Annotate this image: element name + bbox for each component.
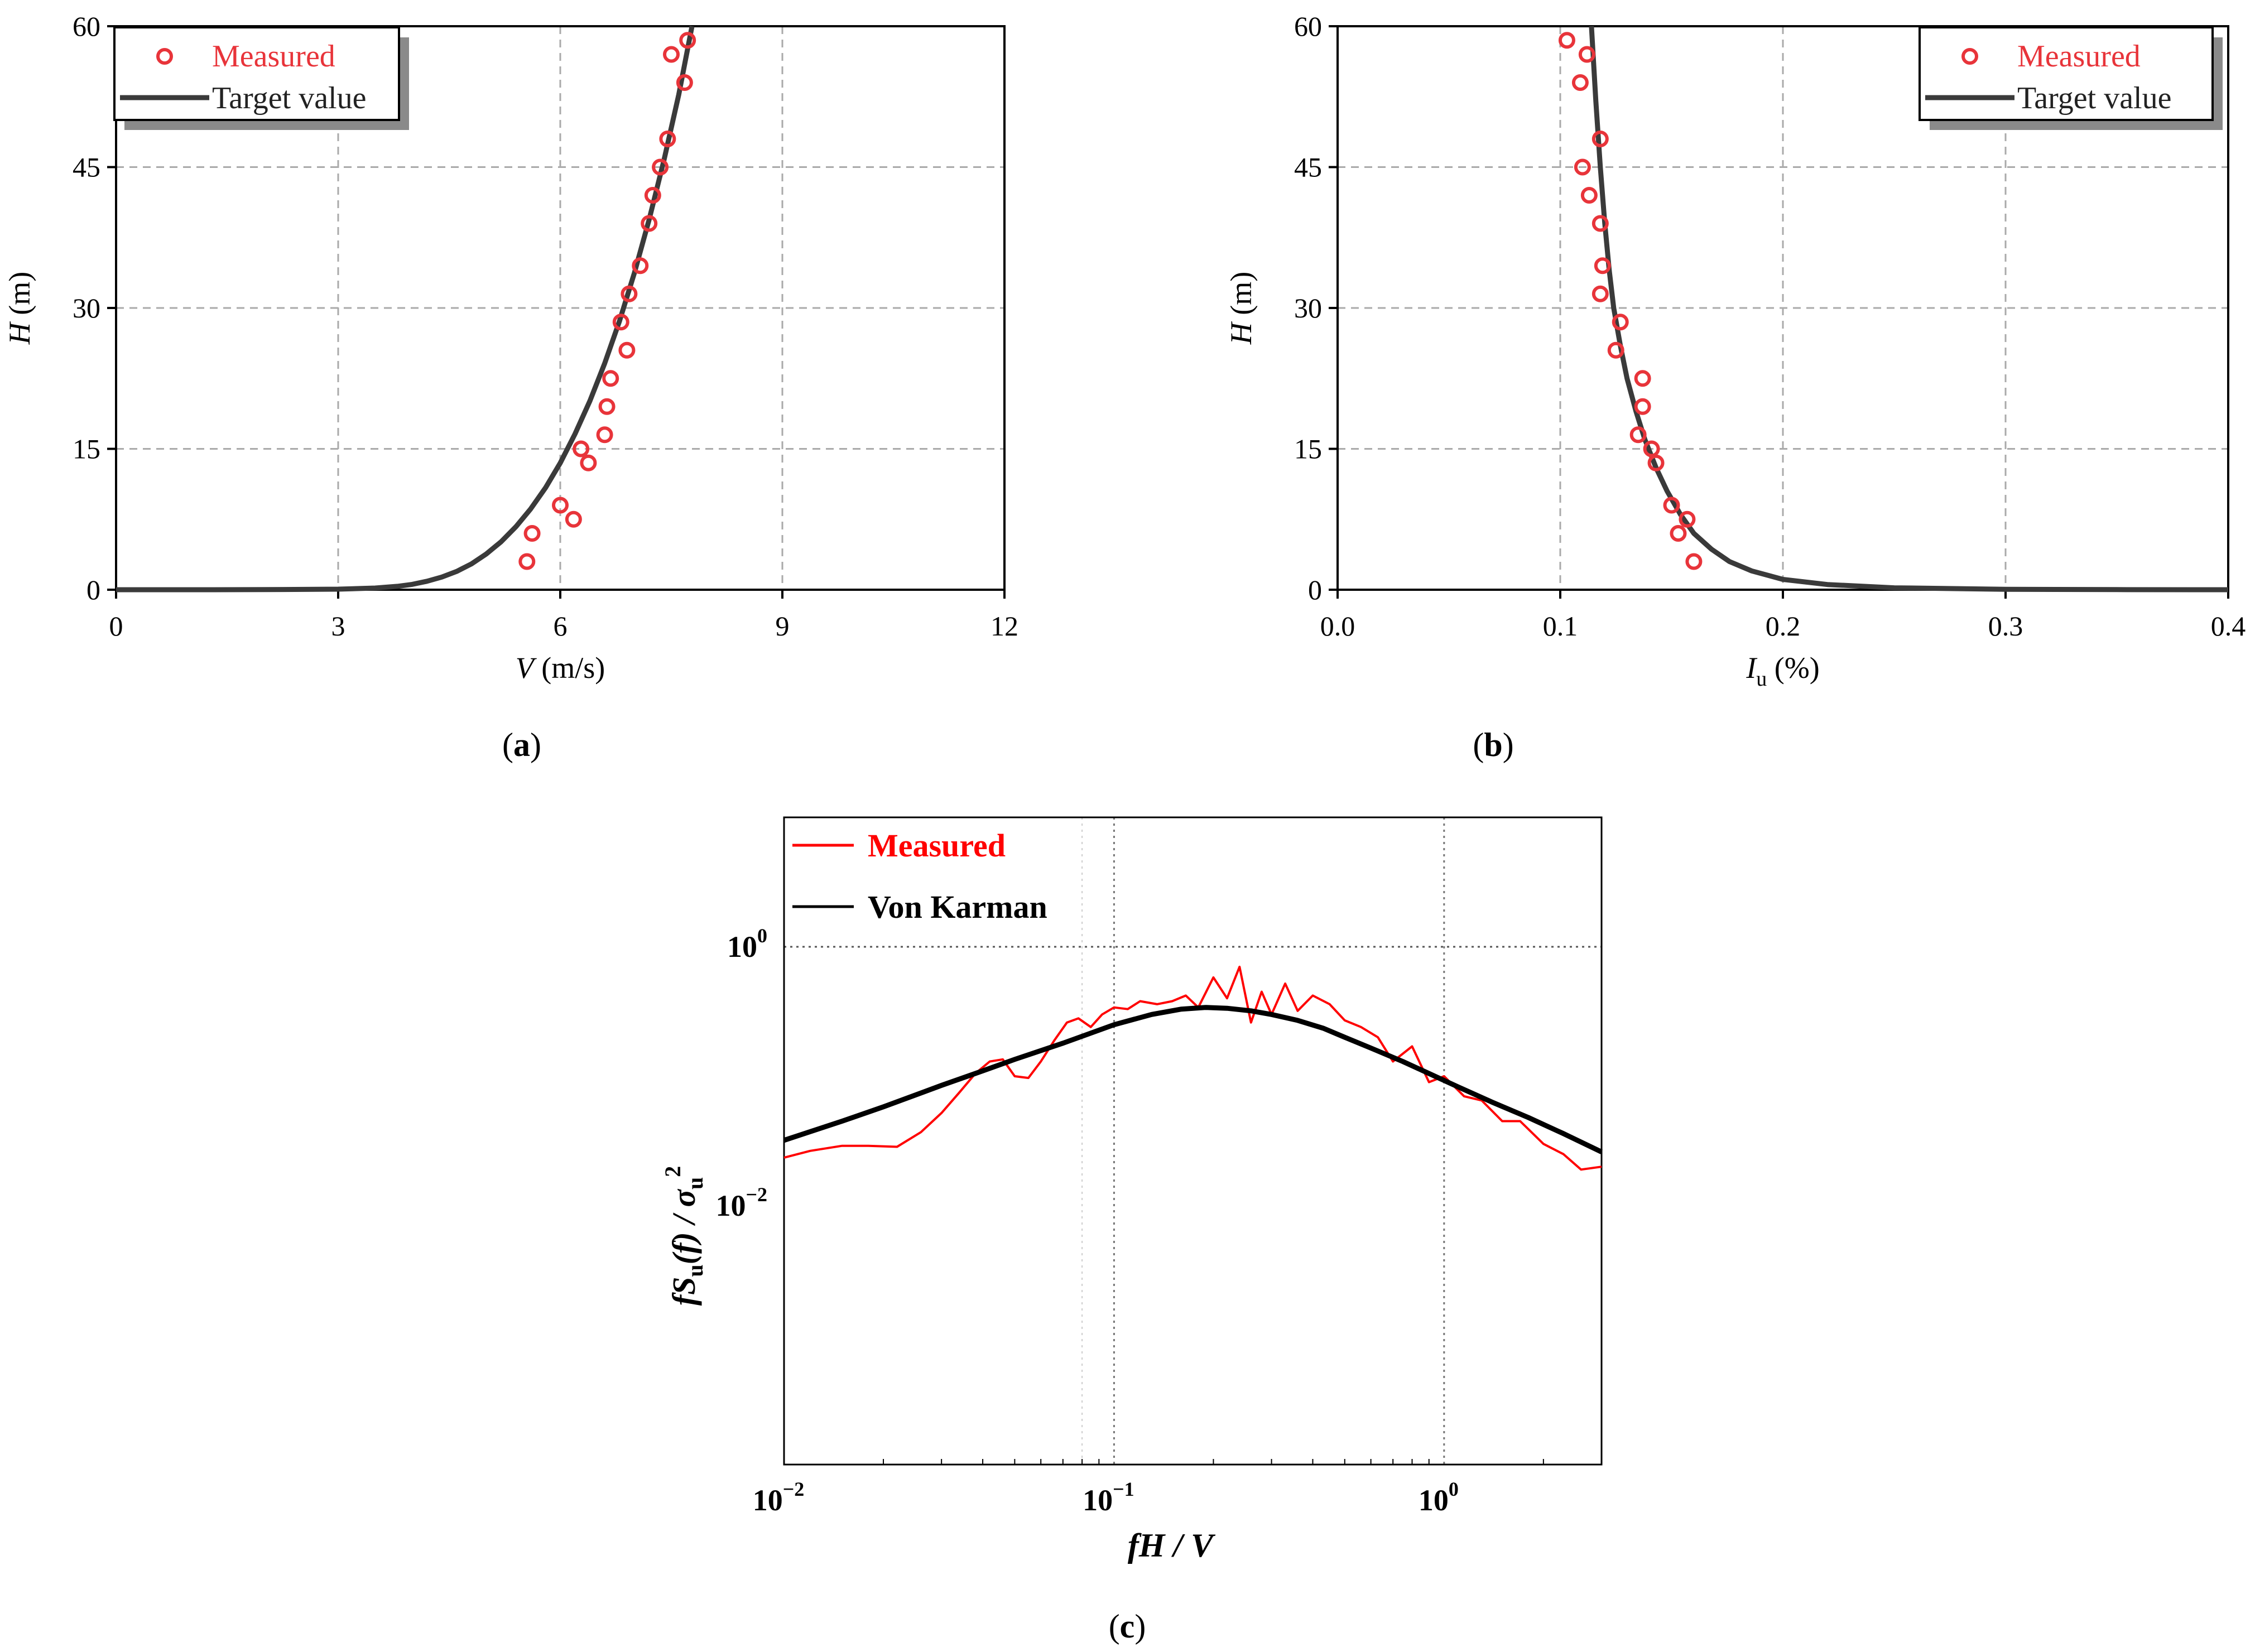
legend-label-von-karman: Von Karman [868,889,1047,925]
measured-point [663,46,680,63]
measured-point [644,187,661,204]
measured-point [1647,454,1665,471]
x-tick-label: 0.3 [1988,610,2023,642]
legend-box [113,26,400,121]
panel-a: 0 3 6 9 12 0 15 30 45 60 V (m/s) H (m) Measured Targe… [3,11,1018,685]
measured-point [598,398,616,415]
x-tick-label: 3 [331,610,345,642]
measured-point [1685,553,1703,570]
measured-point [652,158,669,176]
y-tick-label: 30 [73,292,100,324]
x-axis-label: Iu (%) [1746,651,1819,691]
caption-a: (a) [502,726,541,763]
x-tick-label: 10−1 [1083,1478,1134,1517]
measured-point [659,131,676,147]
y-axis-label: H (m) [3,272,36,345]
von-karman-line [783,1005,1603,1154]
x-axis-label: V (m/s) [516,651,605,685]
y-tick-label: 30 [1294,292,1322,324]
legend-label-target: Target value [212,81,366,115]
measured-point [580,454,597,471]
measured-point [1663,497,1680,514]
measured-point [618,341,636,359]
x-axis-label: fH / V [1128,1527,1216,1564]
y-tick-label: 10−2 [715,1183,767,1222]
legend: Measured Target value [113,26,409,130]
measured-point [1574,158,1591,176]
measured-point [1670,525,1687,542]
legend-marker-measured [1961,48,1978,65]
measured-point [612,314,629,331]
measured-point [1629,426,1647,444]
measured-point [1607,341,1624,359]
measured-point [1679,510,1696,528]
measured-point [1612,314,1629,331]
legend-label-measured: Measured [2017,39,2141,74]
measured-point [602,370,619,387]
x-tick-label: 100 [1419,1478,1459,1517]
y-tick-label: 60 [1294,11,1322,42]
legend: Measured Target value [1919,26,2223,130]
caption-c: (c) [1109,1608,1146,1645]
y-axis-label: H (m) [1224,272,1258,345]
measured-point [1634,370,1651,387]
measured-point [1634,398,1651,415]
x-tick-label: 10−2 [753,1478,805,1517]
y-tick-label: 0 [1308,574,1322,605]
x-tick-label: 12 [991,610,1018,642]
y-tick-label: 15 [73,434,100,465]
measured-point [676,74,693,91]
measured-point [552,497,569,514]
x-tick-label: 0 [109,610,123,642]
measured-point [1643,440,1660,457]
x-tick-label: 0.2 [1766,610,1801,642]
measured-point [1580,187,1598,204]
measured-point [523,525,541,542]
measured-point [1592,131,1609,147]
y-tick-label: 15 [1294,434,1322,465]
x-tick-label: 0.0 [1320,610,1355,642]
measured-point [679,32,696,49]
measured-point [621,285,638,302]
y-tick-label: 60 [73,11,100,42]
x-tick-label: 0.4 [2211,610,2246,642]
y-tick-label: 45 [1294,152,1322,183]
y-tick-label: 0 [86,574,100,605]
measured-point [518,553,536,570]
plot-frame [783,816,1603,1466]
legend-box [1919,26,2214,121]
measured-point [1571,74,1589,91]
x-tick-label: 9 [776,610,790,642]
legend-label-target: Target value [2017,81,2171,115]
measured-point [596,426,613,444]
panel-b: 0.0 0.1 0.2 0.3 0.4 0 15 30 45 60 Iu (%) H (m) Measu… [1224,11,2246,691]
measured-point [573,440,590,457]
measured-point [632,257,649,274]
measured-point [1578,46,1595,63]
target-value-line [116,26,695,593]
y-tick-label: 100 [727,924,767,964]
measured-spectrum-line [783,965,1602,1171]
target-value-line [1589,26,2229,593]
caption-b: (b) [1473,726,1513,763]
measured-point [1594,257,1611,274]
y-tick-label: 45 [73,152,100,183]
legend-marker-measured [156,48,173,65]
x-tick-label: 6 [554,610,568,642]
measured-point [1592,215,1609,232]
panel-c: 10−2 10−1 100 10−2 100 fH / V fSu(f) / σu2 Meas… [660,816,1603,1564]
y-axis-label: fSu(f) / σu2 [660,1166,708,1306]
measured-point [565,510,582,528]
measured-point [1558,32,1575,49]
measured-point [1592,285,1609,302]
measured-point [641,215,658,232]
legend-label-measured: Measured [868,827,1006,864]
x-tick-label: 0.1 [1543,610,1578,642]
legend-label-measured: Measured [212,39,335,74]
